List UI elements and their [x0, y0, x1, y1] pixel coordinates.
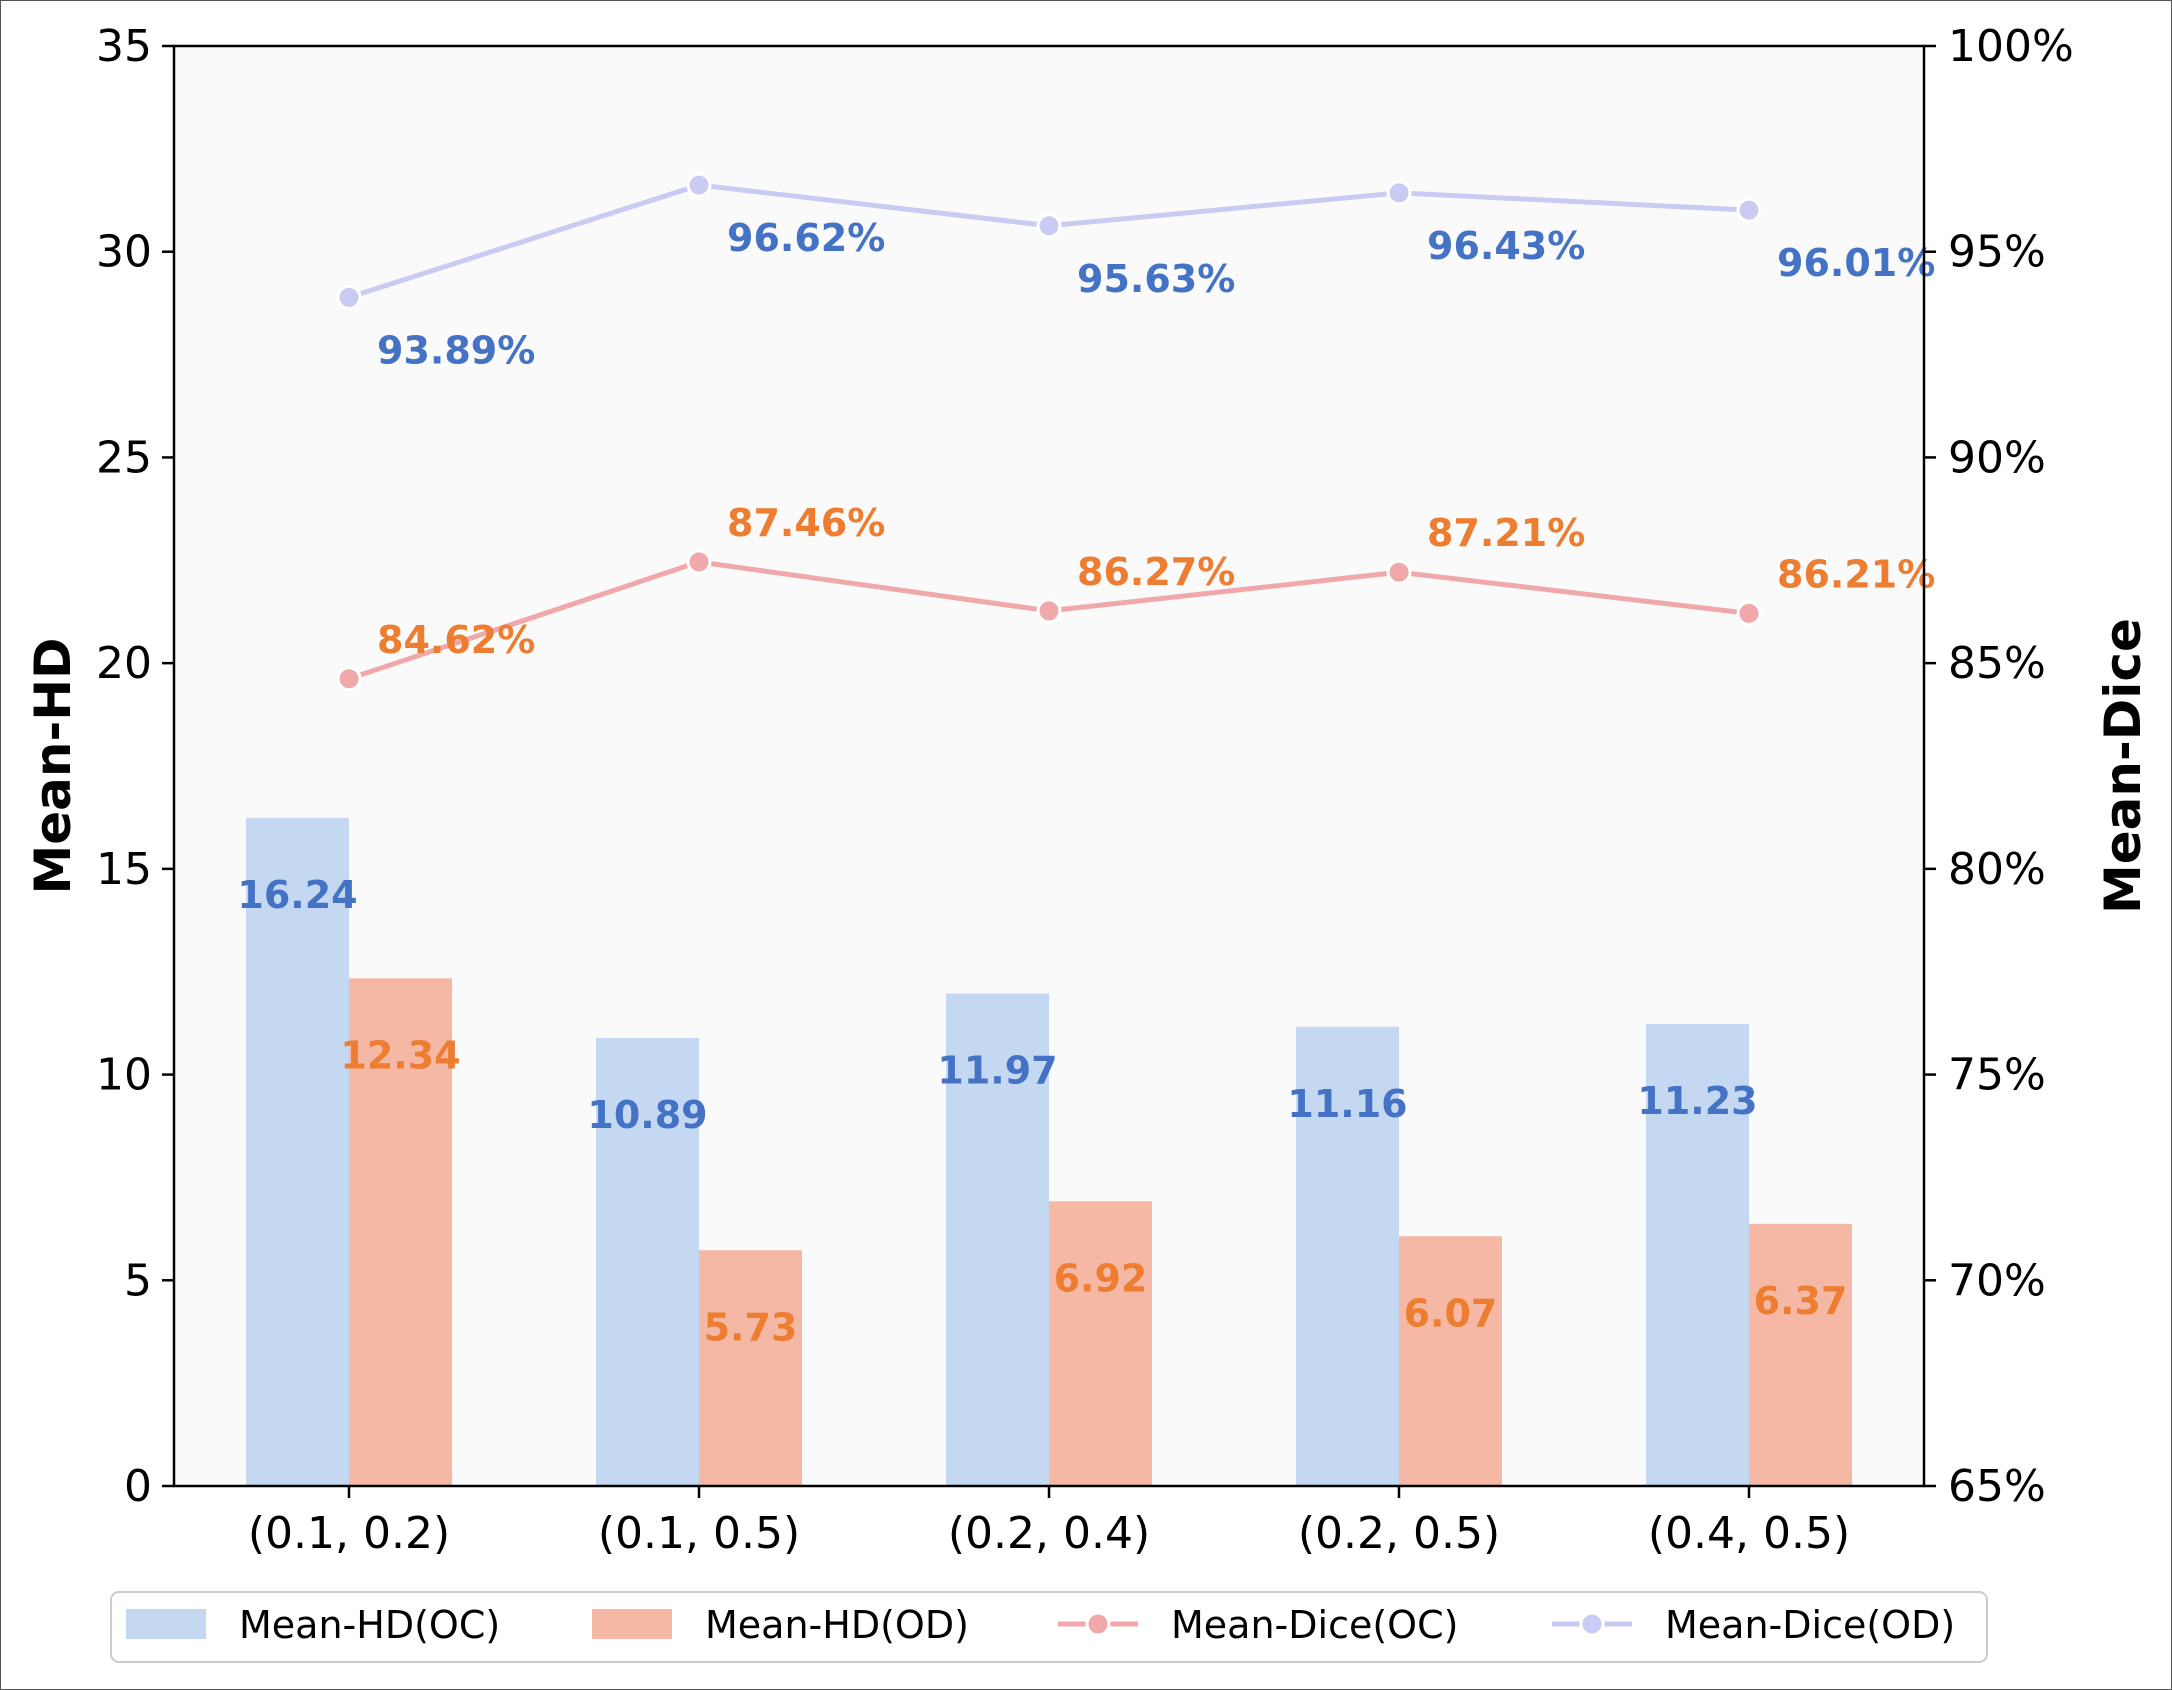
dice-value-label: 96.43% [1427, 224, 1585, 268]
x-tick-label: (0.4, 0.5) [1648, 1508, 1850, 1559]
bar-value-label: 6.92 [1054, 1256, 1148, 1300]
legend-marker [1579, 1611, 1605, 1637]
point-mean-diceoc-2 [686, 549, 712, 575]
point-mean-diceoc-4 [1386, 559, 1412, 585]
y2-tick-label: 95% [1948, 227, 2046, 278]
dice-value-label: 93.89% [377, 328, 535, 372]
bar-mean-hdod-2 [699, 1250, 802, 1486]
y2-tick-label: 75% [1948, 1050, 2046, 1101]
x-tick-label: (0.2, 0.5) [1298, 1508, 1500, 1559]
y2-tick-label: 90% [1948, 432, 2046, 483]
point-mean-diceoc-1 [336, 666, 362, 692]
legend-swatch [592, 1609, 672, 1639]
dice-value-label: 86.27% [1077, 550, 1235, 594]
legend-label: Mean-Dice(OD) [1665, 1603, 1955, 1647]
bar-value-label: 10.89 [587, 1093, 707, 1137]
y-tick-label: 25 [96, 432, 152, 483]
point-mean-diceod-1 [336, 284, 362, 310]
bar-mean-hdoc-3 [946, 993, 1049, 1486]
y2-tick-label: 100% [1948, 21, 2074, 72]
bar-value-label: 6.07 [1404, 1291, 1498, 1335]
y2-tick-label: 65% [1948, 1461, 2046, 1512]
legend-swatch [126, 1609, 206, 1639]
dice-value-label: 87.46% [727, 501, 885, 545]
y2-axis-title: Mean-Dice [2094, 618, 2152, 914]
bar-value-label: 16.24 [237, 873, 357, 917]
y-tick-label: 5 [124, 1255, 152, 1306]
legend-box [110, 1591, 1988, 1663]
bar-mean-hdod-3 [1049, 1201, 1152, 1486]
point-mean-diceod-5 [1736, 197, 1762, 223]
y-tick-label: 30 [96, 227, 152, 278]
dice-value-label: 96.62% [727, 216, 885, 260]
dice-value-label: 84.62% [377, 618, 535, 662]
bar-value-label: 11.16 [1287, 1082, 1407, 1126]
y-axis-title: Mean-HD [24, 637, 82, 894]
bar-mean-hdod-4 [1399, 1236, 1502, 1486]
dice-value-label: 86.21% [1777, 552, 1935, 596]
bar-mean-hdod-5 [1749, 1223, 1852, 1486]
bar-value-label: 6.37 [1754, 1279, 1848, 1323]
dice-value-label: 96.01% [1777, 241, 1935, 285]
legend-label: Mean-HD(OC) [239, 1603, 500, 1647]
legend-label: Mean-HD(OD) [705, 1603, 969, 1647]
bar-mean-hdod-1 [349, 978, 452, 1486]
bar-mean-hdoc-1 [246, 817, 349, 1486]
bar-value-label: 5.73 [704, 1305, 798, 1349]
bar-value-label: 12.34 [340, 1033, 460, 1077]
point-mean-diceod-2 [686, 172, 712, 198]
bar-mean-hdoc-4 [1296, 1026, 1399, 1486]
point-mean-diceoc-3 [1036, 598, 1062, 624]
y-tick-label: 15 [96, 844, 152, 895]
bar-mean-hdoc-2 [596, 1037, 699, 1486]
point-mean-diceod-4 [1386, 180, 1412, 206]
y2-tick-label: 70% [1948, 1255, 2046, 1306]
legend-label: Mean-Dice(OC) [1171, 1603, 1458, 1647]
y-tick-label: 20 [96, 638, 152, 689]
x-tick-label: (0.2, 0.4) [948, 1508, 1150, 1559]
bar-value-label: 11.23 [1637, 1079, 1757, 1123]
dice-value-label: 95.63% [1077, 257, 1235, 301]
point-mean-diceoc-5 [1736, 600, 1762, 626]
dice-value-label: 87.21% [1427, 511, 1585, 555]
y2-tick-label: 85% [1948, 638, 2046, 689]
legend-marker [1085, 1611, 1111, 1637]
y-tick-label: 35 [96, 21, 152, 72]
y-tick-label: 0 [124, 1461, 152, 1512]
bar-mean-hdoc-5 [1646, 1023, 1749, 1486]
y2-tick-label: 80% [1948, 844, 2046, 895]
bar-value-label: 11.97 [937, 1049, 1057, 1093]
point-mean-diceod-3 [1036, 213, 1062, 239]
y-tick-label: 10 [96, 1050, 152, 1101]
x-tick-label: (0.1, 0.5) [598, 1508, 800, 1559]
x-tick-label: (0.1, 0.2) [248, 1508, 450, 1559]
